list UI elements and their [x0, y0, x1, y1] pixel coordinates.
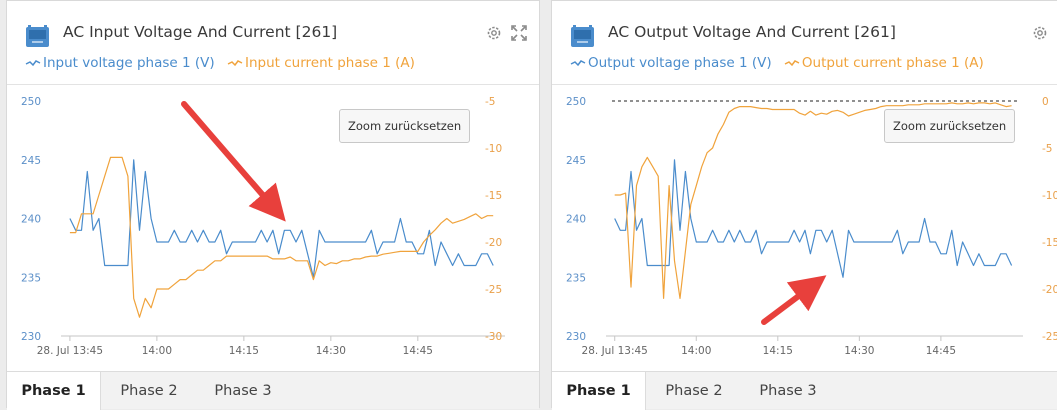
legend-label: Output voltage phase 1 (V)	[588, 55, 772, 71]
legend-item-voltage[interactable]: Input voltage phase 1 (V)	[25, 55, 215, 71]
x-tick-label: 14:45	[403, 345, 433, 357]
y-right-tick-label: -5	[1042, 143, 1052, 155]
x-tick-label: 14:30	[844, 345, 874, 357]
y-left-tick-label: 235	[566, 272, 586, 284]
fullscreen-icon[interactable]	[511, 25, 527, 41]
y-left-tick-label: 250	[21, 96, 41, 108]
chart-legend: Input voltage phase 1 (V) Input current …	[25, 55, 423, 71]
y-left-tick-label: 245	[21, 155, 41, 167]
tab-phase-3[interactable]: Phase 3	[214, 383, 272, 399]
tab-phase-3[interactable]: Phase 3	[759, 383, 817, 399]
reset-zoom-button[interactable]: Zoom zurücksetzen	[884, 109, 1016, 143]
y-right-tick-label: -10	[485, 143, 502, 155]
gear-icon[interactable]	[1033, 26, 1047, 40]
input-chart-panel: AC Input Voltage And Current [261] Input…	[6, 0, 541, 410]
legend-item-current[interactable]: Input current phase 1 (A)	[227, 55, 415, 71]
device-icon	[571, 25, 594, 47]
tab-phase-1[interactable]: Phase 1	[552, 372, 646, 410]
y-right-tick-label: -20	[485, 237, 502, 249]
page-title: AC Input Voltage And Current [261]	[63, 23, 338, 41]
y-left-tick-label: 240	[21, 214, 41, 226]
y-left-tick-label: 250	[566, 96, 586, 108]
x-tick-label: 14:00	[681, 345, 711, 357]
tab-phase-2[interactable]: Phase 2	[665, 383, 723, 399]
legend-item-voltage[interactable]: Output voltage phase 1 (V)	[570, 55, 772, 71]
x-tick-label: 14:45	[926, 345, 956, 357]
x-tick-label: 14:30	[316, 345, 346, 357]
legend-line-icon	[784, 60, 800, 67]
y-right-tick-label: -30	[485, 331, 502, 343]
legend-line-icon	[227, 60, 243, 67]
y-right-tick-label: -15	[1042, 237, 1057, 249]
x-tick-label: 14:00	[142, 345, 172, 357]
x-tick-label: 14:15	[763, 345, 793, 357]
gear-icon[interactable]	[487, 26, 501, 40]
y-left-tick-label: 230	[566, 331, 586, 343]
x-tick-label: 28. Jul 13:45	[37, 345, 103, 357]
y-left-tick-label: 245	[566, 155, 586, 167]
y-right-tick-label: -10	[1042, 190, 1057, 202]
x-tick-label: 28. Jul 13:45	[582, 345, 648, 357]
current-series-line	[614, 102, 1012, 299]
legend-label: Output current phase 1 (A)	[801, 55, 984, 71]
y-right-tick-label: -25	[1042, 331, 1057, 343]
legend-line-icon	[570, 60, 586, 67]
legend-label: Input current phase 1 (A)	[244, 55, 415, 71]
panel-tools	[487, 25, 527, 41]
current-series-line	[69, 156, 494, 318]
y-right-tick-label: -20	[1042, 284, 1057, 296]
voltage-series-line	[69, 159, 494, 278]
tab-phase-2[interactable]: Phase 2	[120, 383, 178, 399]
output-chart-panel: AC Output Voltage And Current [261] Outp…	[551, 0, 1057, 410]
device-icon	[26, 25, 49, 47]
phase-tabs: Phase 1 Phase 2 Phase 3	[552, 371, 1057, 410]
y-left-tick-label: 230	[21, 331, 41, 343]
y-right-tick-label: -25	[485, 284, 502, 296]
panel-header: AC Input Voltage And Current [261] Input…	[7, 1, 539, 85]
chart-area[interactable]: 230 235 240 245 250 -25 -20 -15 -10 -5 0 28. Jul 13…	[552, 86, 1057, 371]
phase-tabs: Phase 1 Phase 2 Phase 3	[7, 371, 539, 410]
voltage-series-line	[614, 159, 1013, 278]
chart-legend: Output voltage phase 1 (V) Output curren…	[570, 55, 992, 71]
panel-header: AC Output Voltage And Current [261] Outp…	[552, 1, 1057, 85]
y-right-tick-label: 0	[1042, 96, 1049, 108]
y-right-tick-label: -15	[485, 190, 502, 202]
panel-tools	[1033, 26, 1047, 40]
legend-label: Input voltage phase 1 (V)	[43, 55, 215, 71]
reset-zoom-button[interactable]: Zoom zurücksetzen	[339, 109, 471, 143]
y-left-tick-label: 235	[21, 272, 41, 284]
x-tick-label: 14:15	[229, 345, 259, 357]
y-right-tick-label: -5	[485, 96, 495, 108]
chart-area[interactable]: 230 235 240 245 250 -30 -25 -20 -15 -10 -5 28. Jul …	[7, 86, 541, 371]
y-left-tick-label: 240	[566, 214, 586, 226]
legend-item-current[interactable]: Output current phase 1 (A)	[784, 55, 984, 71]
page-title: AC Output Voltage And Current [261]	[608, 23, 896, 41]
tab-phase-1[interactable]: Phase 1	[7, 372, 101, 410]
legend-line-icon	[25, 60, 41, 67]
